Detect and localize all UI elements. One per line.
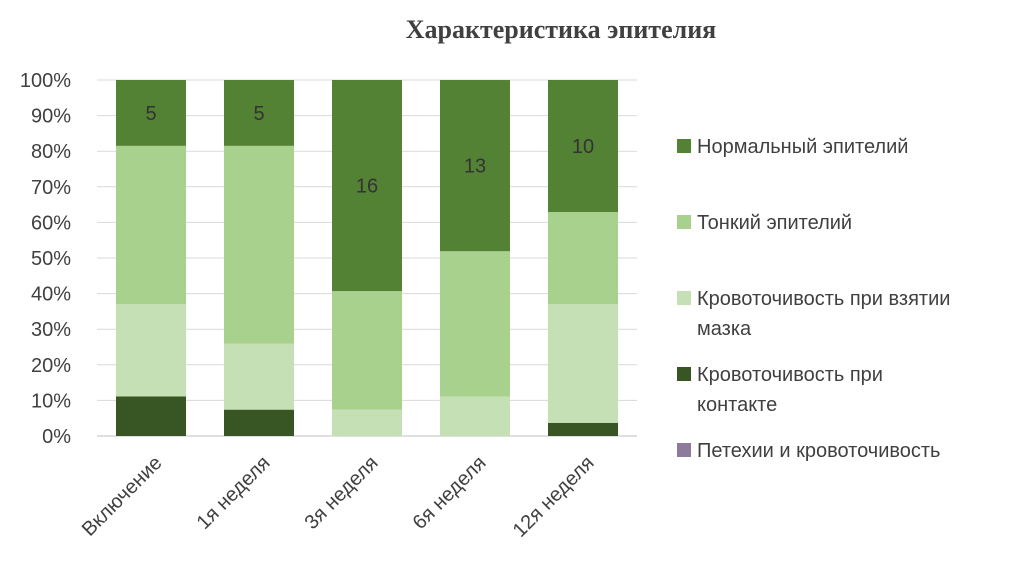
legend-item: Петехии и кровоточивость	[677, 440, 940, 462]
bar-segment	[116, 396, 186, 436]
bars: 5 5 16 13 10	[116, 80, 618, 436]
y-tick-label: 30%	[31, 319, 71, 341]
legend-item: Тонкий эпителий	[677, 212, 852, 234]
y-tick-label: 70%	[31, 177, 71, 199]
bar-segment	[440, 396, 510, 436]
legend-swatch	[677, 291, 691, 305]
bar-segment	[224, 409, 294, 436]
bar-segment	[116, 304, 186, 397]
legend-label: Тонкий эпителий	[697, 212, 852, 234]
bar-segment	[548, 212, 618, 305]
bar-segment	[224, 145, 294, 344]
bar-segment	[440, 251, 510, 397]
y-tick-label: 40%	[31, 284, 71, 306]
legend-label: Нормальный эпителий	[697, 136, 908, 158]
y-tick-label: 50%	[31, 248, 71, 270]
y-tick-label: 80%	[31, 141, 71, 163]
y-axis: 0% 10% 20% 30% 40% 50% 60% 70% 80% 90% 100%	[20, 70, 71, 448]
x-category-label: 1я неделя	[193, 452, 275, 534]
x-category-label: 6я неделя	[409, 452, 491, 534]
legend-label: контакте	[697, 394, 777, 416]
bar-segment	[116, 145, 186, 305]
data-label: 16	[356, 176, 378, 198]
y-tick-label: 20%	[31, 355, 71, 377]
bar-segment	[548, 80, 618, 213]
legend: Нормальный эпителий Тонкий эпителий Кровот…	[677, 136, 950, 462]
bar-segment	[440, 80, 510, 252]
legend-item: Кровоточивость при контакте	[677, 364, 883, 416]
y-tick-label: 60%	[31, 212, 71, 234]
bar-segment	[548, 304, 618, 423]
x-category-label: Включение	[78, 452, 167, 541]
x-category-label: 3я неделя	[301, 452, 383, 534]
data-label: 10	[572, 136, 594, 158]
y-tick-label: 10%	[31, 390, 71, 412]
legend-label: Петехии и кровоточивость	[697, 440, 940, 462]
legend-label: Кровоточивость при	[697, 364, 883, 386]
y-tick-label: 0%	[42, 426, 71, 448]
data-label: 13	[464, 156, 486, 178]
bar-segment	[332, 291, 402, 410]
legend-item: Кровоточивость при взятии мазка	[677, 288, 950, 340]
legend-label: мазка	[697, 318, 752, 340]
x-category-label: 12я неделя	[509, 452, 599, 542]
legend-item: Нормальный эпителий	[677, 136, 908, 158]
legend-swatch	[677, 443, 691, 457]
bar-segment	[224, 343, 294, 410]
y-tick-label: 100%	[20, 70, 71, 92]
legend-swatch	[677, 139, 691, 153]
legend-swatch	[677, 215, 691, 229]
legend-swatch	[677, 367, 691, 381]
data-label: 5	[253, 103, 264, 125]
bar-segment	[116, 80, 186, 146]
bar-segment	[332, 80, 402, 292]
bar-segment	[548, 422, 618, 436]
legend-label: Кровоточивость при взятии	[697, 288, 950, 310]
x-axis: Включение 1я неделя 3я неделя 6я неделя 12я …	[78, 452, 599, 542]
bar-segment	[224, 80, 294, 146]
bar-segment	[332, 409, 402, 436]
y-tick-label: 90%	[31, 106, 71, 128]
data-label: 5	[145, 103, 156, 125]
chart-title: Характеристика эпителия	[406, 15, 717, 44]
